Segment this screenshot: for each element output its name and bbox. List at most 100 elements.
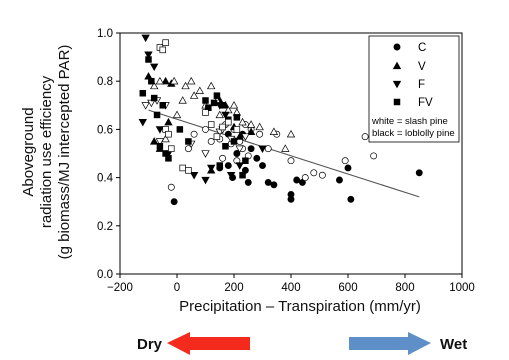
data-point-circle-white (219, 154, 227, 162)
x-tick-label: 0 (174, 282, 180, 294)
data-point-square-black (139, 89, 147, 97)
y-axis-title-line-1: Aboveground (20, 107, 37, 196)
y-axis-title-line-2: radiation use efficiency (38, 75, 55, 228)
data-point-circle-white (202, 125, 209, 133)
data-point-triangle-up-white (189, 91, 199, 99)
data-point-triangle-up-black (161, 76, 170, 85)
data-point-square-black (176, 126, 184, 133)
data-point-square-white (159, 46, 167, 54)
data-point-triangle-up-white (255, 122, 264, 131)
data-point-square-white (165, 130, 172, 138)
y-tick-label: 0.4 (97, 173, 114, 185)
y-tick-label: 1.0 (97, 28, 113, 40)
data-point-circle-black (264, 178, 272, 186)
data-point-square-white (185, 167, 192, 174)
data-point-square-black (202, 97, 209, 104)
data-point-triangle-up-white (207, 81, 216, 90)
data-point-triangle-down-black (155, 126, 165, 134)
legend-label-fv: FV (418, 97, 433, 109)
data-point-circle-black (224, 162, 232, 169)
data-point-square-black (242, 157, 249, 164)
data-point-triangle-up-black (246, 127, 256, 135)
data-point-triangle-up-white (238, 117, 247, 126)
data-point-circle-white (287, 157, 295, 165)
dry-arrow (167, 332, 250, 355)
data-point-circle-black (415, 169, 423, 177)
data-point-square-black (156, 143, 164, 150)
data-point-triangle-up-white (195, 86, 204, 94)
data-points (138, 34, 423, 206)
data-point-triangle-down-black (141, 34, 150, 43)
data-point-triangle-down-black (226, 172, 236, 180)
data-point-triangle-up-black (164, 117, 173, 126)
legend-box (368, 35, 460, 143)
legend-label-c: C (418, 42, 426, 54)
data-point-triangle-down-black (201, 176, 210, 185)
data-point-square-black (213, 92, 221, 99)
data-point-circle-black (253, 154, 261, 162)
data-point-square-black (185, 138, 192, 145)
data-point-triangle-up-white (229, 100, 239, 109)
data-point-triangle-up-white (169, 76, 179, 85)
legend-label-f: F (418, 79, 425, 91)
data-point-square-black (233, 114, 241, 121)
legend-marker-triangle-down (392, 80, 402, 89)
axis-ticks: −200 0 200 400 600 800 1000 0.0 0.2 0.4 0.6 0.8 1.0 (97, 28, 475, 294)
data-point-circle-white (256, 130, 264, 138)
data-point-square-white (233, 126, 241, 133)
legend-label-v: V (418, 61, 426, 73)
data-point-square-black (222, 143, 229, 150)
data-point-circle-white (264, 145, 272, 153)
x-tick-label: 1000 (449, 282, 475, 294)
data-point-square-white (168, 145, 175, 152)
data-point-triangle-up-white (246, 120, 256, 128)
legend-note-white: white = slash pine (371, 116, 448, 127)
data-point-triangle-down-black (235, 162, 244, 170)
wet-label: Wet (440, 336, 467, 353)
data-point-square-black (153, 111, 161, 119)
data-point-square-white (219, 123, 226, 131)
x-axis-title: Precipitation – Transpiration (mm/yr) (179, 298, 421, 315)
data-point-square-black (165, 155, 172, 162)
data-point-square-black (239, 171, 246, 179)
y-axis-title: Aboveground radiation use efficiency (g … (20, 45, 73, 260)
data-point-circle-black (293, 176, 301, 184)
data-point-square-white (179, 164, 186, 172)
data-point-triangle-down-black (189, 172, 199, 180)
data-point-triangle-up-white (269, 127, 279, 135)
data-point-triangle-up-white (281, 144, 290, 152)
data-point-triangle-up-white (187, 76, 196, 85)
data-point-circle-white (207, 137, 215, 145)
data-point-square-white (162, 39, 169, 46)
data-point-triangle-up-white (172, 110, 182, 119)
data-point-triangle-up-white (181, 81, 190, 90)
data-point-circle-black (336, 176, 343, 184)
data-point-triangle-down-black (221, 111, 230, 120)
data-point-triangle-up-white (178, 96, 187, 104)
data-point-square-white (213, 133, 221, 140)
x-tick-label: −200 (107, 282, 133, 294)
data-point-triangle-up-white (215, 110, 224, 119)
legend-marker-square (393, 98, 401, 106)
data-point-square-black (210, 99, 218, 107)
data-point-square-white (207, 121, 215, 128)
data-point-triangle-down-white (241, 133, 250, 141)
y-tick-label: 0.8 (97, 76, 113, 88)
y-tick-label: 0.2 (97, 221, 113, 233)
x-tick-label: 800 (395, 282, 414, 294)
data-point-square-black (216, 162, 224, 169)
data-point-triangle-down-black (138, 119, 147, 127)
x-tick-label: 600 (338, 282, 357, 294)
data-point-square-black (219, 102, 226, 109)
data-point-circle-black (244, 178, 252, 186)
trendline-layer (148, 109, 420, 198)
data-point-square-black (145, 56, 152, 63)
data-point-circle-white (370, 152, 378, 160)
y-axis-title-line-3: (g biomass/MJ intercepted PAR) (56, 45, 73, 260)
data-point-square-black (150, 94, 158, 102)
trendline (148, 109, 420, 198)
data-point-square-black (148, 77, 155, 85)
data-point-circle-black (270, 181, 278, 189)
wet-arrow (349, 332, 431, 355)
